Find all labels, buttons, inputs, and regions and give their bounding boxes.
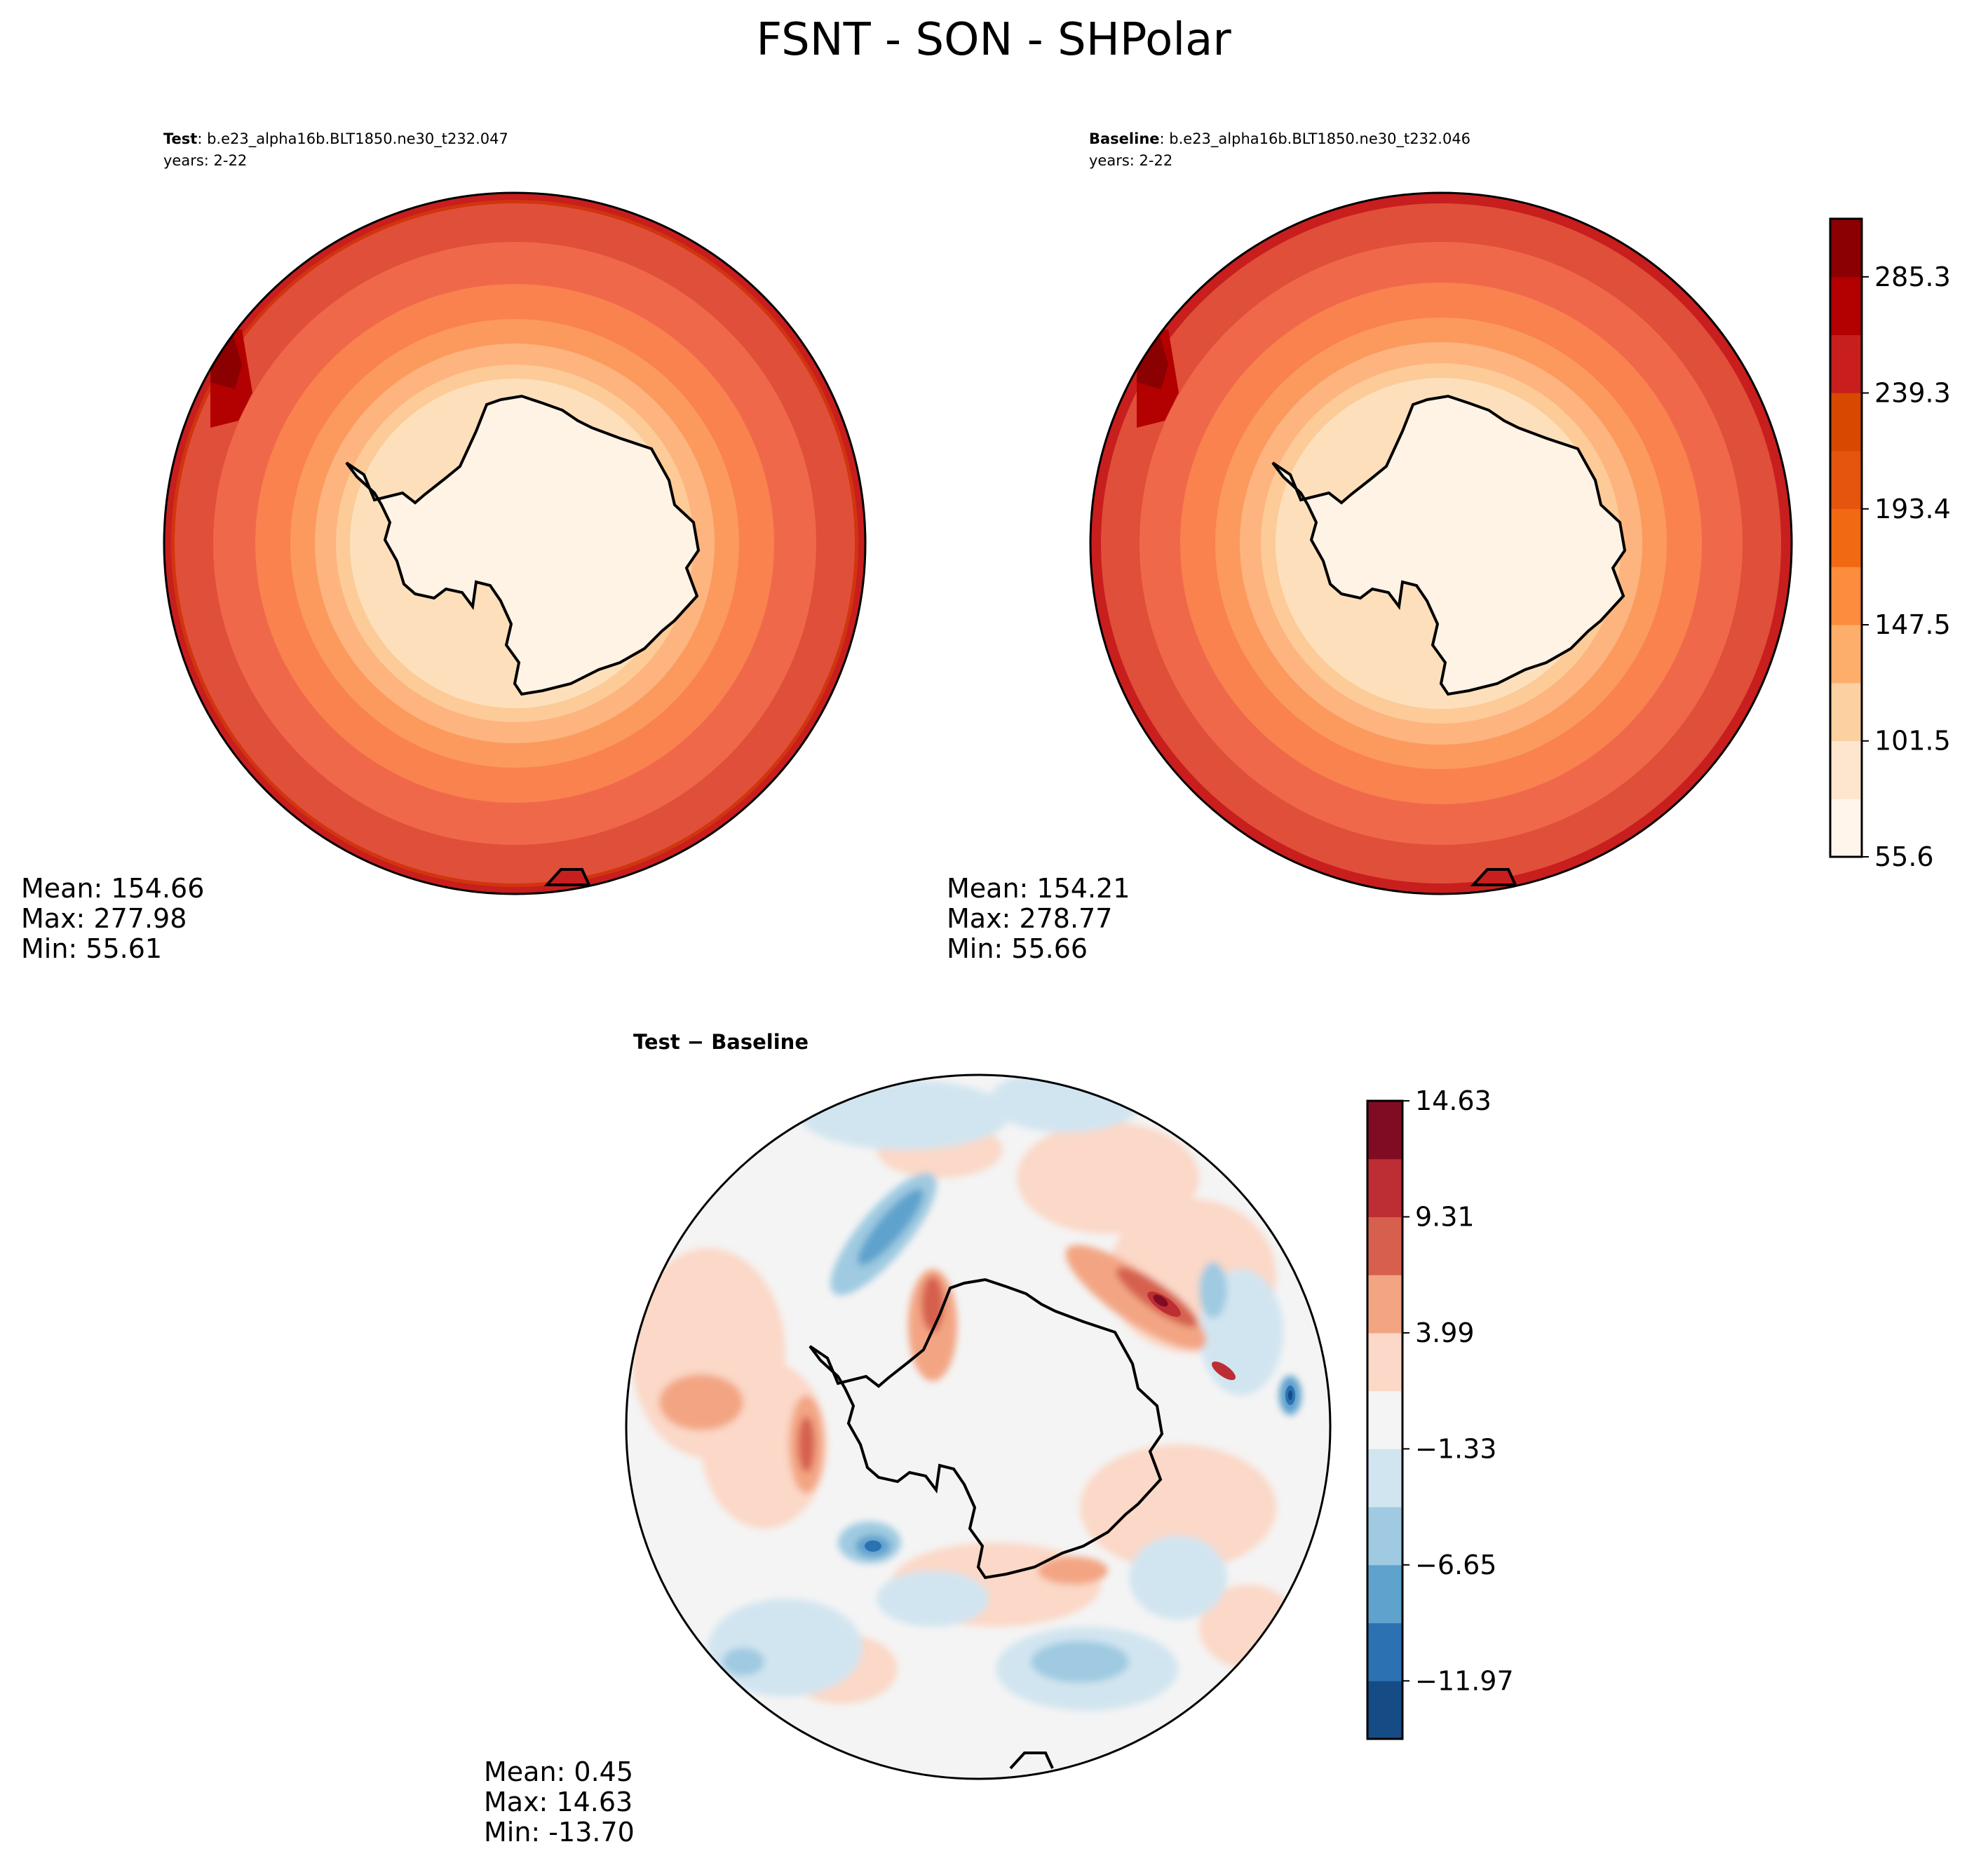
baseline-colorbar-tick-label: 55.6	[1874, 841, 1934, 872]
baseline-colorbar-level	[1830, 393, 1862, 452]
baseline-colorbar-level	[1830, 508, 1862, 567]
diff-colorbar-level	[1367, 1622, 1402, 1681]
diff-stat-min: Min: -13.70	[484, 1817, 635, 1848]
baseline-colorbar-tick-label: 239.3	[1874, 377, 1951, 408]
test-stat-mean: Mean: 154.66	[21, 873, 204, 904]
diff-colorbar-level	[1367, 1101, 1402, 1160]
baseline-colorbar-tick-label: 101.5	[1874, 726, 1951, 757]
diff-colorbar-level	[1367, 1507, 1402, 1566]
panel-baseline: Baseline: b.e23_alpha16b.BLT1850.ne30_t2…	[947, 130, 1951, 964]
baseline-colorbar-level	[1830, 567, 1862, 625]
diff-colorbar-level	[1367, 1449, 1402, 1507]
baseline-subtitle: years: 2-22	[1089, 152, 1172, 169]
test-subtitle: years: 2-22	[163, 152, 247, 169]
diff-colorbar: −11.97 −6.65 −1.33 3.99 9.31 14.63	[1366, 1085, 1514, 1740]
diff-colorbar-level	[1367, 1158, 1402, 1217]
diff-colorbar-tick-label: −1.33	[1415, 1433, 1496, 1464]
diff-title: Test − Baseline	[633, 1030, 809, 1054]
test-map-border	[163, 191, 867, 895]
baseline-colorbar-tick-label: 285.3	[1874, 262, 1951, 292]
baseline-colorbar-level	[1830, 334, 1862, 393]
diff-colorbar-level	[1367, 1681, 1402, 1740]
diff-colorbar-level	[1367, 1332, 1402, 1392]
baseline-colorbar-outline	[1829, 217, 1863, 858]
baseline-map	[1090, 193, 1792, 894]
test-stat-min: Min: 55.61	[21, 933, 162, 964]
baseline-colorbar: 55.6 101.5 147.5 193.4 239.3 285.3	[1829, 217, 1951, 872]
diff-map	[626, 1075, 1330, 1779]
baseline-colorbar-level	[1830, 450, 1862, 510]
diff-colorbar-tick-label: −11.97	[1415, 1665, 1514, 1696]
diff-stat-max: Max: 14.63	[484, 1787, 633, 1817]
test-title-rest: : b.e23_alpha16b.BLT1850.ne30_t232.047	[197, 130, 508, 148]
diff-colorbar-level	[1367, 1275, 1402, 1334]
diff-map-border	[625, 1073, 1332, 1780]
baseline-map-border	[1089, 191, 1793, 895]
diff-colorbar-tick-label: 14.63	[1415, 1085, 1492, 1116]
figure-title: FSNT - SON - SHPolar	[756, 14, 1231, 66]
baseline-colorbar-level	[1830, 682, 1862, 742]
diff-colorbar-tick-label: −6.65	[1415, 1550, 1496, 1580]
baseline-colorbar-level	[1830, 276, 1862, 335]
baseline-title: Baseline: b.e23_alpha16b.BLT1850.ne30_t2…	[1089, 130, 1470, 148]
diff-colorbar-outline	[1366, 1099, 1404, 1740]
baseline-colorbar-tick-label: 147.5	[1874, 609, 1951, 640]
panel-test: Test: b.e23_alpha16b.BLT1850.ne30_t232.0…	[21, 130, 867, 964]
test-title-bold: Test	[163, 130, 197, 147]
diff-colorbar-tick-label: 9.31	[1415, 1201, 1475, 1232]
baseline-stat-max: Max: 278.77	[947, 903, 1112, 934]
baseline-title-bold: Baseline	[1089, 130, 1160, 147]
panel-difference: Test − Baseline	[484, 1030, 1514, 1848]
test-title: Test: b.e23_alpha16b.BLT1850.ne30_t232.0…	[163, 130, 508, 148]
baseline-title-rest: : b.e23_alpha16b.BLT1850.ne30_t232.046	[1160, 130, 1471, 148]
baseline-colorbar-level	[1830, 219, 1862, 278]
diff-stat-mean: Mean: 0.45	[484, 1756, 633, 1787]
baseline-colorbar-level	[1830, 625, 1862, 684]
baseline-stat-mean: Mean: 154.21	[947, 873, 1130, 904]
baseline-colorbar-level	[1830, 740, 1862, 799]
diff-colorbar-level	[1367, 1390, 1402, 1449]
diff-colorbar-level	[1367, 1564, 1402, 1624]
baseline-colorbar-level	[1830, 799, 1862, 858]
baseline-colorbar-tick-label: 193.4	[1874, 494, 1951, 524]
diff-colorbar-level	[1367, 1217, 1402, 1275]
test-stat-max: Max: 277.98	[21, 903, 187, 934]
test-map	[164, 193, 865, 894]
diff-colorbar-tick-label: 3.99	[1415, 1317, 1475, 1348]
baseline-stat-min: Min: 55.66	[947, 933, 1088, 964]
